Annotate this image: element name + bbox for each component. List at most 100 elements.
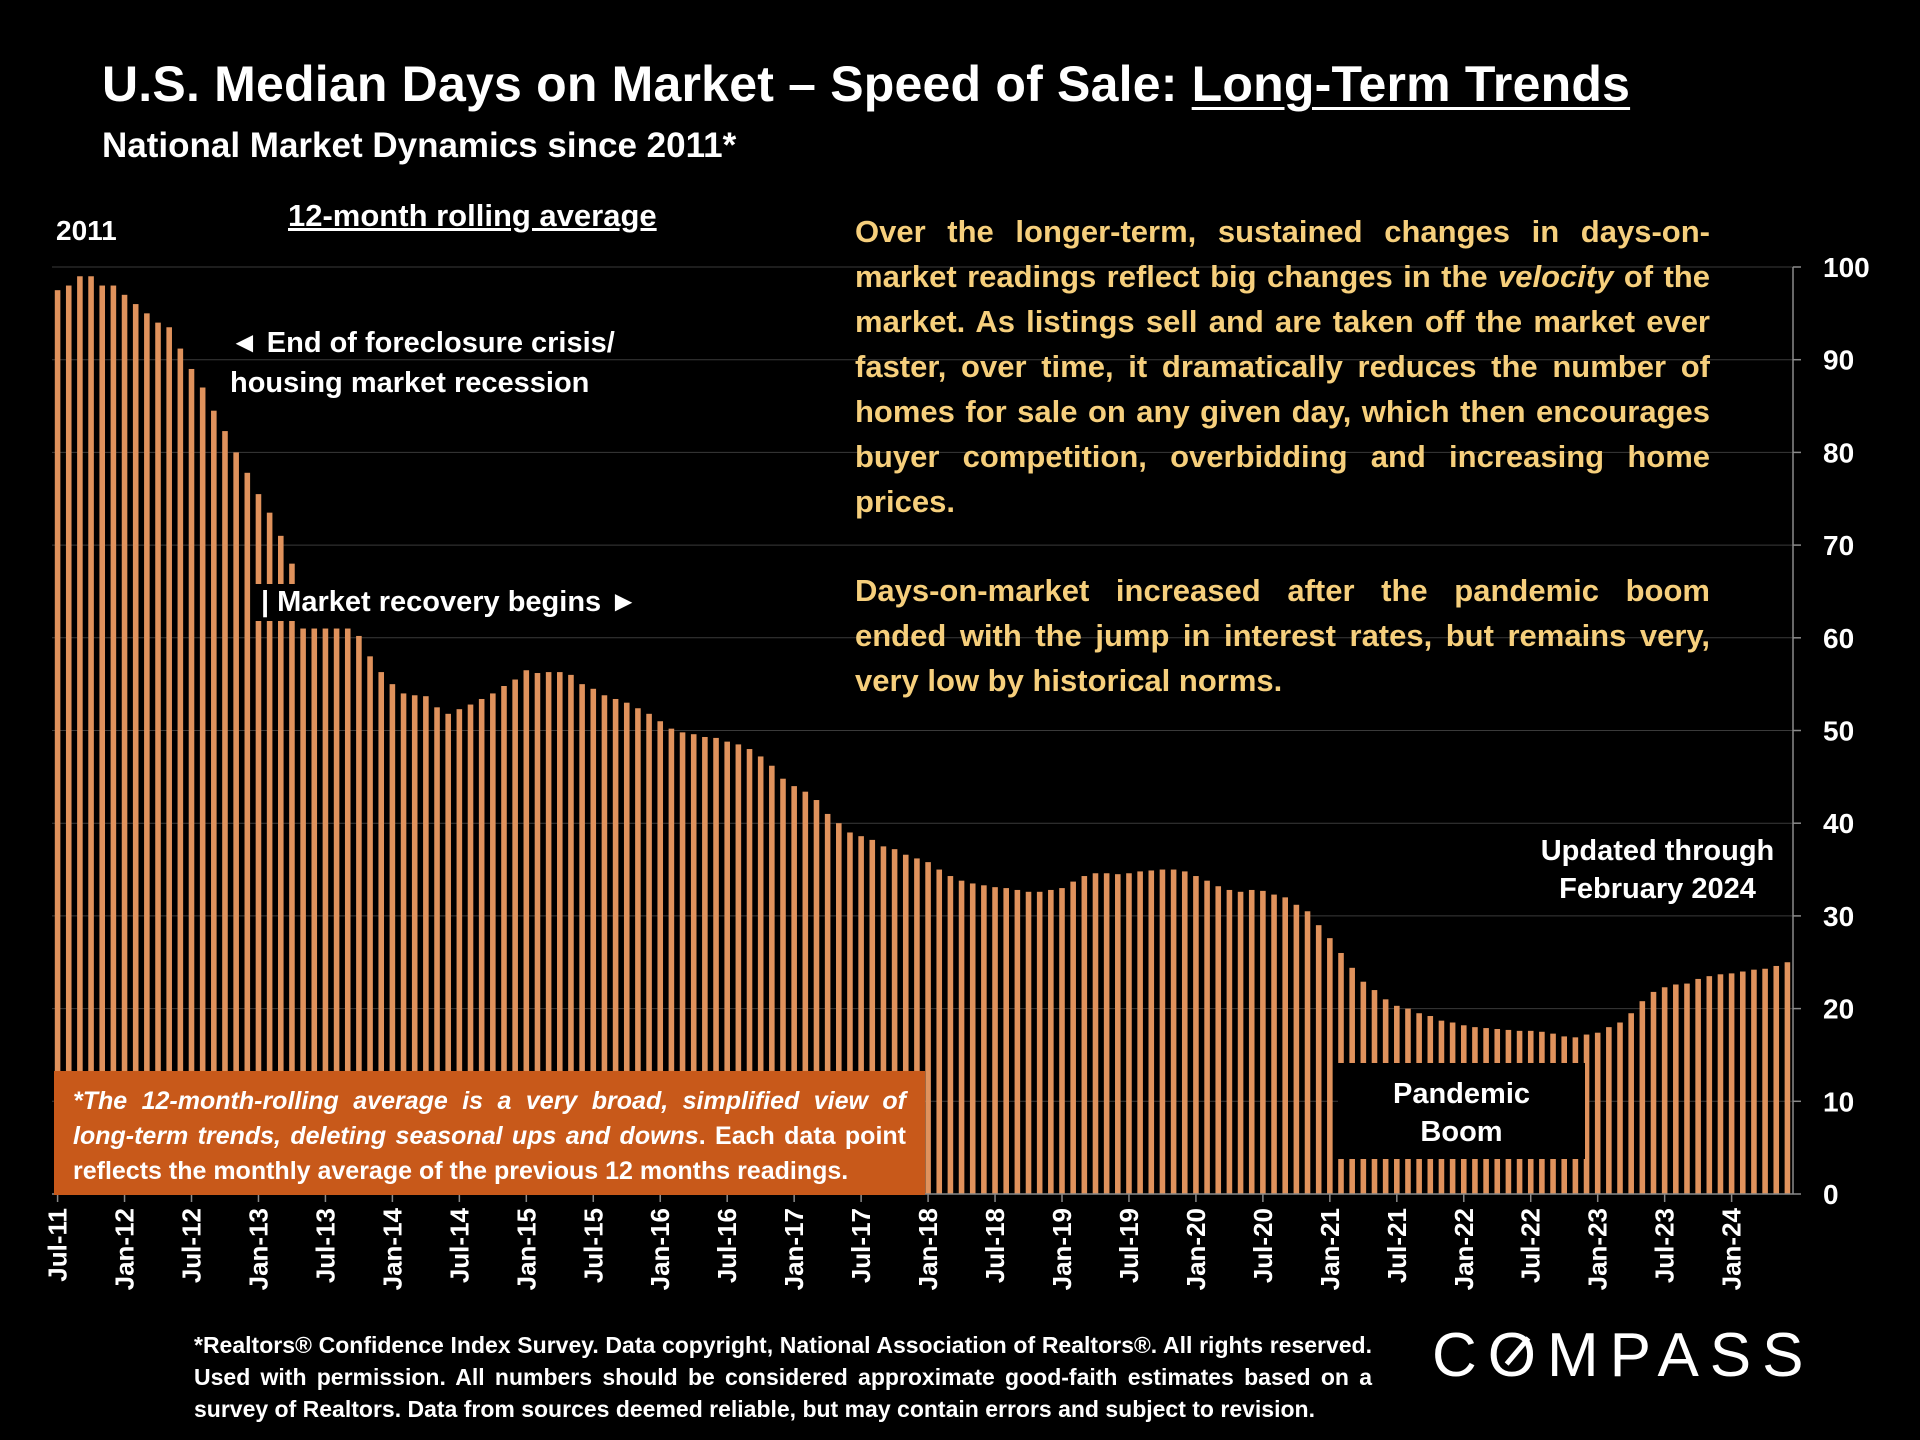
title-underlined: Long-Term Trends [1191,56,1631,112]
x-tick-label: Jan-23 [1583,1208,1613,1290]
x-tick-label: Jul-17 [846,1208,876,1283]
data-bar [579,684,585,1194]
x-tick-label: Jan-19 [1047,1208,1077,1290]
data-bar [177,348,184,1194]
x-tick-label: Jan-21 [1315,1208,1345,1290]
data-bar [1260,890,1266,1194]
data-bar [1315,925,1322,1194]
data-bar [568,674,574,1194]
x-tick-label: Jul-18 [980,1208,1010,1283]
data-bar [434,707,440,1194]
data-bar [322,628,329,1194]
data-bar [121,294,128,1194]
data-bar [557,672,563,1194]
x-tick-label: Jan-22 [1449,1208,1479,1290]
data-bar [222,431,228,1195]
foreclosure-annotation: ◄ End of foreclosure crisis/ housing mar… [230,323,615,403]
logo-letter: A [1657,1321,1710,1390]
x-tick-label: Jul-13 [310,1208,340,1283]
y-tick-label: 90 [1823,345,1854,376]
data-bar [300,628,306,1194]
start-year-label: 2011 [56,215,117,246]
data-bar [713,737,719,1194]
y-tick-label: 20 [1823,994,1854,1025]
data-bar [813,800,820,1194]
data-bar [1081,876,1088,1194]
y-tick-label: 70 [1823,530,1854,561]
x-tick-label: Jul-23 [1650,1208,1680,1283]
x-tick-label: Jul-14 [444,1207,474,1283]
data-bar [490,693,496,1194]
data-bar [1115,874,1121,1194]
data-bar [679,732,686,1194]
data-bar [367,656,373,1194]
data-bar [1327,938,1333,1194]
data-bar [456,709,463,1194]
explanation-paragraph-1: Over the longer-term, sustained changes … [855,209,1710,524]
data-bar [1159,869,1166,1194]
data-bar [389,684,396,1194]
rolling-average-label: 12-month rolling average [288,198,657,233]
data-bar [99,285,106,1194]
y-tick-label: 50 [1823,716,1854,747]
data-bar [478,698,485,1194]
data-bar [746,749,753,1194]
data-bar [791,786,797,1194]
x-tick-label: Jan-24 [1717,1207,1747,1290]
updated-line-1: Updated through [1540,835,1775,867]
explain-p1-after: of the market. As listings sell and are … [855,259,1710,519]
data-bar [1226,889,1233,1194]
data-bar [947,876,954,1194]
x-tick-label: Jul-11 [43,1208,73,1282]
data-bar [1204,880,1210,1194]
data-bar [646,713,652,1194]
x-tick-label: Jan-17 [779,1208,809,1290]
x-axis: Jul-11 Jan-12 Jul-12 Jan-13 Jul-13 Jan-14 Jul-… [43,1193,1793,1290]
data-bar [88,276,94,1194]
data-bar [891,849,898,1194]
rolling-average-footnote: *The 12-month-rolling average is a very … [54,1071,925,1195]
x-tick-label: Jul-22 [1516,1208,1546,1283]
data-bar [858,836,864,1194]
x-tick-label: Jan-18 [913,1208,943,1290]
compass-logo: CO MPASS [1432,1320,1815,1391]
data-bar [1784,962,1791,1194]
data-bar [925,862,931,1194]
data-bar [1036,891,1043,1194]
page-subtitle: National Market Dynamics since 2011* [102,126,737,165]
gridlines [52,266,1793,1102]
logo-letter: M [1547,1321,1610,1390]
data-bar [1070,881,1076,1194]
data-bar [1684,983,1690,1194]
x-tick-label: Jul-15 [578,1208,608,1283]
data-bar [914,858,920,1194]
data-bar [523,670,530,1194]
data-bar [400,693,407,1194]
data-bar [1248,889,1255,1194]
data-bar [1048,889,1054,1194]
data-bar [1695,978,1701,1194]
data-bar [1639,1001,1646,1194]
data-bar [132,304,139,1195]
y-tick-label: 40 [1823,808,1854,839]
pandemic-line-1: Pandemic [1393,1078,1530,1110]
y-tick-label: 60 [1823,623,1854,654]
data-bar [77,276,83,1194]
data-bar [690,734,697,1194]
x-tick-label: Jan-13 [243,1208,273,1290]
data-bar [769,765,775,1194]
foreclosure-line-2: housing market recession [230,367,590,399]
explanation-paragraph-2: Days-on-market increased after the pande… [855,573,1710,698]
data-bar [1237,891,1244,1194]
data-bar [1003,888,1009,1194]
data-bar [1650,991,1657,1194]
data-bar [992,887,998,1194]
data-bar [780,778,786,1194]
data-bar [1628,1013,1634,1194]
data-bar [601,695,608,1194]
data-bar [635,708,641,1194]
x-tick-label: Jul-20 [1248,1208,1278,1283]
data-bar [1293,904,1300,1194]
data-bar [847,832,853,1194]
